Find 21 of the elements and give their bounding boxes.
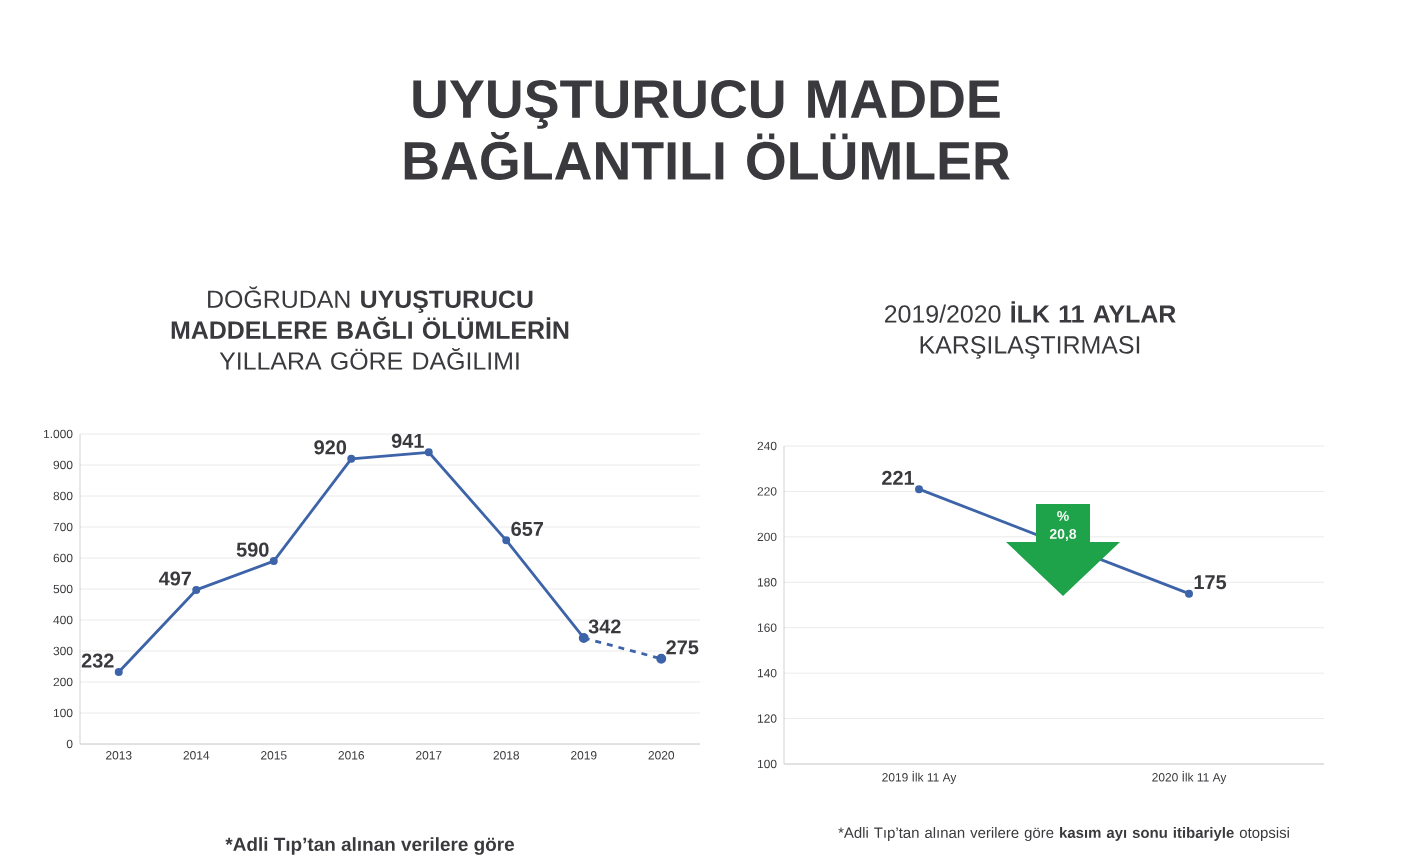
data-label: 342 bbox=[588, 619, 621, 634]
data-label: 920 bbox=[314, 440, 347, 455]
chart-subtitle: DOĞRUDAN UYUŞTURUCU MADDELERE BAĞLI ÖLÜMLERİN YILLARA GÖRE DAĞILIMI bbox=[171, 286, 569, 370]
point bbox=[656, 653, 667, 664]
chart-title: 2019/2020 İLK 11 AYLAR KARŞILAŞTIRMASI bbox=[884, 301, 1176, 359]
point bbox=[114, 668, 123, 677]
data-label: 657 bbox=[511, 521, 544, 536]
text: *Adli Tıp’tan alınan verilere göre bbox=[225, 837, 514, 855]
point bbox=[192, 585, 201, 594]
point bbox=[502, 536, 511, 545]
data-label: 590 bbox=[236, 542, 269, 557]
data-label: 497 bbox=[158, 571, 192, 586]
point bbox=[347, 454, 356, 463]
data-label: 175 bbox=[1194, 575, 1227, 590]
data-label: 275 bbox=[666, 640, 699, 655]
point bbox=[424, 448, 433, 457]
data-label: 221 bbox=[882, 470, 915, 485]
point bbox=[269, 557, 278, 566]
data-label: 232 bbox=[81, 653, 114, 668]
data-label: 941 bbox=[391, 433, 424, 448]
chart-title: UYUŞTURUCU MADDE BAĞLANTILI ÖLÜMLER bbox=[404, 80, 1010, 180]
